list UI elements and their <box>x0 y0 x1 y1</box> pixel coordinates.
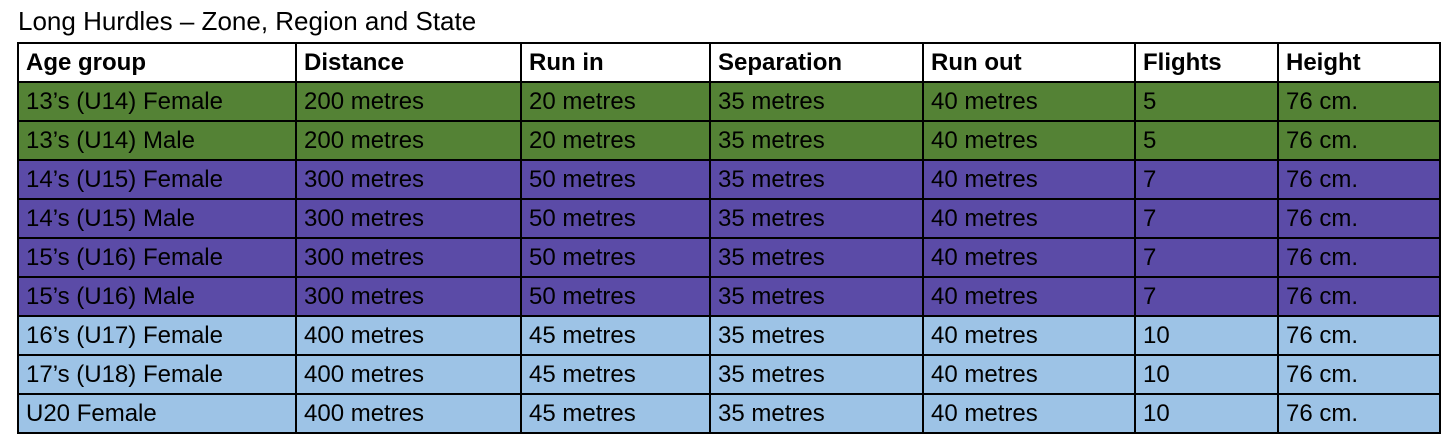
cell-separation: 35 metres <box>709 159 924 200</box>
cell-separation: 35 metres <box>709 198 924 239</box>
cell-flights: 10 <box>1134 315 1279 356</box>
cell-flights: 5 <box>1134 120 1279 161</box>
table-body: 13’s (U14) Female 200 metres 20 metres 35 m… <box>17 81 1441 434</box>
cell-age-group: 17’s (U18) Female <box>17 354 297 395</box>
cell-run-out: 40 metres <box>922 393 1136 434</box>
cell-run-out: 40 metres <box>922 198 1136 239</box>
cell-distance: 300 metres <box>295 276 522 317</box>
table-row: 17’s (U18) Female 400 metres 45 metres 35 m… <box>17 354 1441 395</box>
cell-distance: 400 metres <box>295 315 522 356</box>
cell-run-in: 50 metres <box>520 237 711 278</box>
cell-height: 76 cm. <box>1277 198 1441 239</box>
cell-distance: 400 metres <box>295 354 522 395</box>
header-height: Height <box>1277 42 1441 83</box>
cell-run-in: 45 metres <box>520 393 711 434</box>
cell-flights: 7 <box>1134 237 1279 278</box>
cell-age-group: 13’s (U14) Male <box>17 120 297 161</box>
cell-run-out: 40 metres <box>922 276 1136 317</box>
header-row: Age group Distance Run in Separation Run… <box>17 42 1441 83</box>
table-row: 13’s (U14) Male 200 metres 20 metres 35 met… <box>17 120 1441 161</box>
cell-separation: 35 metres <box>709 315 924 356</box>
table-row: 15’s (U16) Female 300 metres 50 metres 35 m… <box>17 237 1441 278</box>
cell-flights: 7 <box>1134 276 1279 317</box>
table-row: 13’s (U14) Female 200 metres 20 metres 35 m… <box>17 81 1441 122</box>
table-row: 15’s (U16) Male 300 metres 50 metres 35 met… <box>17 276 1441 317</box>
header-distance: Distance <box>295 42 522 83</box>
cell-separation: 35 metres <box>709 81 924 122</box>
cell-distance: 300 metres <box>295 198 522 239</box>
cell-age-group: 14’s (U15) Female <box>17 159 297 200</box>
cell-separation: 35 metres <box>709 120 924 161</box>
cell-flights: 7 <box>1134 159 1279 200</box>
cell-age-group: 15’s (U16) Female <box>17 237 297 278</box>
cell-distance: 200 metres <box>295 120 522 161</box>
cell-height: 76 cm. <box>1277 276 1441 317</box>
cell-age-group: U20 Female <box>17 393 297 434</box>
cell-flights: 10 <box>1134 354 1279 395</box>
cell-run-in: 45 metres <box>520 315 711 356</box>
table-row: 14’s (U15) Male 300 metres 50 metres 35 met… <box>17 198 1441 239</box>
table-row: U20 Female 400 metres 45 metres 35 metres 40… <box>17 393 1441 434</box>
header-flights: Flights <box>1134 42 1279 83</box>
cell-distance: 400 metres <box>295 393 522 434</box>
cell-flights: 10 <box>1134 393 1279 434</box>
cell-run-in: 20 metres <box>520 120 711 161</box>
cell-flights: 7 <box>1134 198 1279 239</box>
cell-run-in: 50 metres <box>520 159 711 200</box>
header-separation: Separation <box>709 42 924 83</box>
table-row: 16’s (U17) Female 400 metres 45 metres 35 m… <box>17 315 1441 356</box>
cell-distance: 200 metres <box>295 81 522 122</box>
cell-run-in: 45 metres <box>520 354 711 395</box>
cell-separation: 35 metres <box>709 354 924 395</box>
cell-distance: 300 metres <box>295 237 522 278</box>
cell-flights: 5 <box>1134 81 1279 122</box>
cell-height: 76 cm. <box>1277 237 1441 278</box>
header-age-group: Age group <box>17 42 297 83</box>
cell-run-in: 50 metres <box>520 198 711 239</box>
cell-distance: 300 metres <box>295 159 522 200</box>
cell-age-group: 14’s (U15) Male <box>17 198 297 239</box>
cell-height: 76 cm. <box>1277 354 1441 395</box>
cell-run-out: 40 metres <box>922 120 1136 161</box>
cell-separation: 35 metres <box>709 276 924 317</box>
table-row: 14’s (U15) Female 300 metres 50 metres 35 m… <box>17 159 1441 200</box>
cell-run-out: 40 metres <box>922 315 1136 356</box>
cell-run-out: 40 metres <box>922 237 1136 278</box>
table-caption: Long Hurdles – Zone, Region and State <box>18 6 477 36</box>
cell-run-out: 40 metres <box>922 81 1136 122</box>
cell-height: 76 cm. <box>1277 315 1441 356</box>
cell-run-out: 40 metres <box>922 354 1136 395</box>
long-hurdles-table: Age group Distance Run in Separation Run… <box>17 42 1441 434</box>
cell-age-group: 16’s (U17) Female <box>17 315 297 356</box>
cell-run-out: 40 metres <box>922 159 1136 200</box>
cell-height: 76 cm. <box>1277 159 1441 200</box>
cell-height: 76 cm. <box>1277 81 1441 122</box>
header-run-in: Run in <box>520 42 711 83</box>
cell-separation: 35 metres <box>709 237 924 278</box>
cell-age-group: 13’s (U14) Female <box>17 81 297 122</box>
header-run-out: Run out <box>922 42 1136 83</box>
cell-run-in: 50 metres <box>520 276 711 317</box>
cell-run-in: 20 metres <box>520 81 711 122</box>
cell-age-group: 15’s (U16) Male <box>17 276 297 317</box>
cell-height: 76 cm. <box>1277 393 1441 434</box>
cell-separation: 35 metres <box>709 393 924 434</box>
cell-height: 76 cm. <box>1277 120 1441 161</box>
